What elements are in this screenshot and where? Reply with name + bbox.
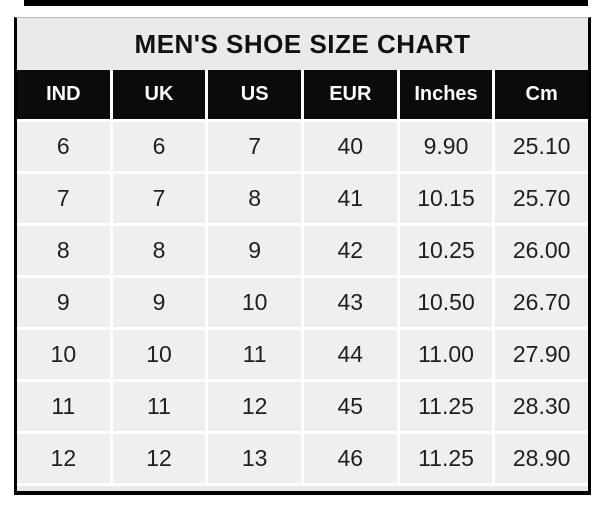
table-cell-r2-c0: 8 [17,226,110,275]
table-cell-r3-c2: 10 [208,278,301,327]
size-table-grid: IND UK US EUR Inches Cm 6 6 7 40 9.90 25.10 7 7 8 41 10.… [17,70,588,483]
table-cell-r6-c3: 46 [303,434,397,483]
table-cell-r1-c0: 7 [17,174,110,223]
table-cell-r0-c2: 7 [208,122,301,171]
table-cell-r0-c4: 9.90 [399,122,493,171]
table-cell-r2-c3: 42 [303,226,397,275]
table-cell-r4-c3: 44 [303,330,397,379]
table-cell-r2-c4: 10.25 [399,226,493,275]
shoe-size-chart: MEN'S SHOE SIZE CHART IND UK US EUR Inches Cm… [14,17,591,495]
column-header-inches: Inches [399,70,493,119]
table-cell-r5-c3: 45 [303,382,397,431]
table-cell-r6-c0: 12 [17,434,110,483]
table-cell-r3-c4: 10.50 [399,278,493,327]
table-cell-r4-c0: 10 [17,330,110,379]
table-cell-r6-c5: 28.90 [495,434,588,483]
table-cell-r1-c4: 10.15 [399,174,493,223]
table-cell-r0-c3: 40 [303,122,397,171]
table-cell-r5-c5: 28.30 [495,382,588,431]
table-cell-r0-c0: 6 [17,122,110,171]
column-header-uk: UK [112,70,206,119]
table-cell-r5-c2: 12 [208,382,301,431]
table-cell-r2-c1: 8 [112,226,206,275]
table-cell-r4-c4: 11.00 [399,330,493,379]
table-cell-r5-c1: 11 [112,382,206,431]
table-cell-r6-c4: 11.25 [399,434,493,483]
top-border-strip [24,0,588,6]
table-cell-r4-c2: 11 [208,330,301,379]
table-cell-r3-c1: 9 [112,278,206,327]
table-cell-r3-c5: 26.70 [495,278,588,327]
column-header-us: US [208,70,301,119]
table-cell-r4-c1: 10 [112,330,206,379]
table-cell-r0-c5: 25.10 [495,122,588,171]
table-cell-r5-c0: 11 [17,382,110,431]
table-cell-r1-c2: 8 [208,174,301,223]
table-cell-r4-c5: 27.90 [495,330,588,379]
table-cell-r1-c3: 41 [303,174,397,223]
table-cell-r2-c2: 9 [208,226,301,275]
column-header-ind: IND [17,70,110,119]
table-cell-r0-c1: 6 [112,122,206,171]
table-cell-r2-c5: 26.00 [495,226,588,275]
table-cell-r6-c1: 12 [112,434,206,483]
table-cell-r3-c0: 9 [17,278,110,327]
table-cell-r1-c5: 25.70 [495,174,588,223]
column-header-cm: Cm [495,70,588,119]
chart-title: MEN'S SHOE SIZE CHART [17,18,588,70]
table-cell-r5-c4: 11.25 [399,382,493,431]
bottom-sliver [17,486,588,491]
table-cell-r3-c3: 43 [303,278,397,327]
column-header-eur: EUR [303,70,397,119]
table-cell-r1-c1: 7 [112,174,206,223]
table-cell-r6-c2: 13 [208,434,301,483]
